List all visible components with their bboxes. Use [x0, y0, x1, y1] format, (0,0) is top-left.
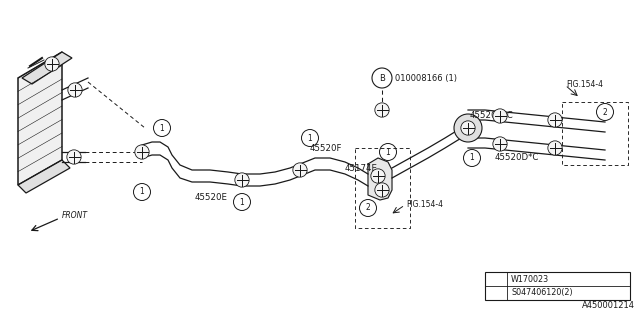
Polygon shape [18, 160, 70, 193]
Circle shape [375, 183, 389, 197]
Text: 45520F: 45520F [310, 143, 342, 153]
Circle shape [461, 121, 475, 135]
Bar [485, 272, 630, 300]
Circle shape [235, 173, 249, 187]
Text: 1: 1 [140, 188, 145, 196]
Text: 1: 1 [470, 154, 474, 163]
Circle shape [45, 57, 59, 71]
Text: 45520C*C: 45520C*C [470, 110, 514, 119]
Polygon shape [22, 52, 72, 84]
Text: FIG.154-4: FIG.154-4 [566, 79, 603, 89]
Circle shape [135, 145, 149, 159]
Polygon shape [368, 158, 392, 200]
Text: 2: 2 [603, 108, 607, 116]
Text: B: B [379, 74, 385, 83]
Text: 45520E: 45520E [195, 194, 228, 203]
Circle shape [493, 109, 507, 123]
Circle shape [375, 103, 389, 117]
Text: 2: 2 [494, 290, 498, 296]
Text: 45520D*C: 45520D*C [495, 154, 540, 163]
Text: 1: 1 [239, 197, 244, 206]
Circle shape [548, 113, 562, 127]
Polygon shape [18, 52, 62, 185]
Circle shape [68, 83, 82, 97]
Text: S047406120(2): S047406120(2) [511, 289, 573, 298]
Circle shape [371, 169, 385, 183]
Text: 1: 1 [159, 124, 164, 132]
Text: FIG.154-4: FIG.154-4 [406, 199, 443, 209]
Circle shape [493, 137, 507, 151]
Text: 45174E: 45174E [345, 164, 378, 172]
Circle shape [293, 163, 307, 177]
Text: A450001214: A450001214 [582, 301, 635, 310]
Text: 1: 1 [493, 276, 499, 282]
Text: 010008166 (1): 010008166 (1) [395, 74, 457, 83]
Text: FRONT: FRONT [62, 212, 88, 220]
Text: 2: 2 [365, 204, 371, 212]
Circle shape [548, 141, 562, 155]
Text: W170023: W170023 [511, 275, 549, 284]
Circle shape [454, 114, 482, 142]
Circle shape [67, 150, 81, 164]
Text: 1: 1 [386, 148, 390, 156]
Text: 1: 1 [308, 133, 312, 142]
